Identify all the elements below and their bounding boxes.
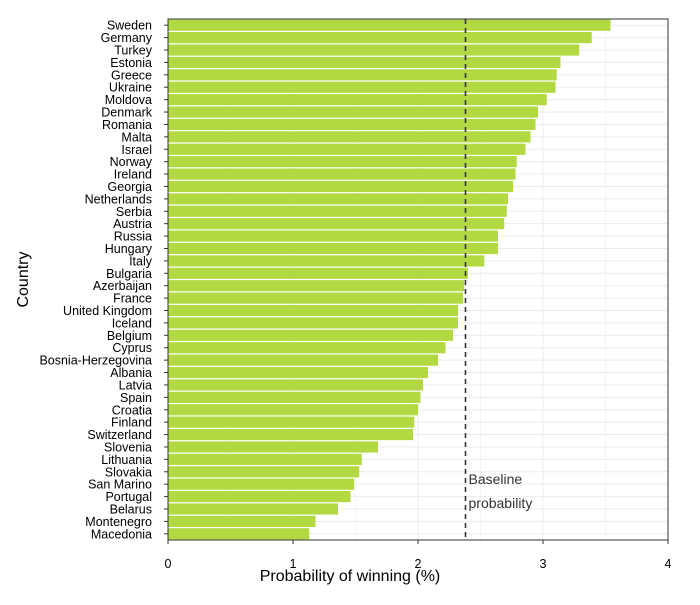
bar-finland: [168, 416, 415, 428]
y-tick-label: Switzerland: [87, 428, 152, 442]
bar-ukraine: [168, 81, 556, 93]
y-tick-label: Netherlands: [85, 192, 152, 206]
x-tick-label: 1: [290, 557, 297, 571]
x-tick-label: 3: [540, 557, 547, 571]
bar-georgia: [168, 180, 513, 193]
y-tick-label: Israel: [121, 143, 152, 157]
bar-norway: [168, 156, 517, 168]
bar-united-kingdom: [168, 304, 458, 317]
x-tick-label: 4: [665, 557, 672, 571]
y-tick-label: Croatia: [112, 403, 152, 417]
x-axis-title: Probability of winning (%): [260, 568, 441, 585]
y-tick-label: Turkey: [114, 44, 152, 58]
bar-malta: [168, 131, 531, 143]
bar-bulgaria: [168, 267, 468, 279]
y-tick-label: San Marino: [88, 478, 152, 492]
y-tick-label: Georgia: [108, 180, 153, 194]
y-tick-label: Ireland: [114, 168, 152, 182]
y-tick-label: Hungary: [105, 242, 153, 256]
bar-portugal: [168, 491, 351, 503]
bar-macedonia: [168, 528, 310, 540]
y-tick-label: Norway: [110, 155, 153, 169]
y-tick-label: Greece: [111, 68, 152, 82]
bar-belarus: [168, 503, 338, 515]
bar-russia: [168, 230, 498, 242]
y-tick-label: Slovakia: [105, 465, 152, 479]
y-tick-label: Sweden: [107, 19, 152, 33]
bar-san-marino: [168, 478, 355, 490]
y-tick-label: Denmark: [101, 106, 152, 120]
y-tick-label: Russia: [114, 230, 152, 244]
y-tick-label: Ukraine: [109, 81, 152, 95]
bar-spain: [168, 391, 421, 403]
bar-austria: [168, 218, 505, 230]
y-tick-label: Estonia: [110, 56, 152, 70]
y-tick-label: Italy: [129, 254, 153, 268]
y-tick-label: Iceland: [112, 316, 152, 330]
y-tick-label: Spain: [120, 391, 152, 405]
y-tick-label: Belarus: [110, 502, 152, 516]
y-tick-label: Montenegro: [85, 515, 152, 529]
y-tick-label: Germany: [101, 31, 153, 45]
y-tick-label: Finland: [111, 416, 152, 430]
bar-switzerland: [168, 428, 413, 441]
bar-italy: [168, 255, 485, 267]
bar-cyprus: [168, 342, 446, 354]
y-tick-label: Austria: [113, 217, 152, 231]
bar-slovenia: [168, 441, 378, 453]
y-tick-label: Portugal: [105, 490, 152, 504]
y-tick-label: Azerbaijan: [93, 279, 152, 293]
y-tick-label: Bulgaria: [106, 267, 152, 281]
y-tick-label: Slovenia: [104, 440, 152, 454]
y-tick-label: Cyprus: [112, 341, 152, 355]
bar-estonia: [168, 56, 561, 68]
y-tick-label: Macedonia: [91, 527, 152, 541]
y-tick-label: Albania: [110, 366, 152, 380]
baseline-label-line2: probability: [469, 495, 533, 511]
bar-sweden: [168, 19, 611, 31]
bar-turkey: [168, 44, 580, 56]
y-tick-label: Serbia: [116, 205, 152, 219]
bar-france: [168, 292, 463, 304]
bar-serbia: [168, 205, 507, 217]
y-tick-label: Latvia: [119, 378, 152, 392]
y-tick-label: France: [113, 292, 152, 306]
y-tick-label: Romania: [102, 118, 152, 132]
bar-azerbaijan: [168, 280, 465, 292]
x-tick-label: 0: [165, 557, 172, 571]
x-tick-label: 2: [415, 557, 422, 571]
bar-belgium: [168, 329, 453, 341]
bar-ireland: [168, 168, 516, 180]
y-tick-label: United Kingdom: [63, 304, 152, 318]
bar-montenegro: [168, 515, 316, 527]
bar-croatia: [168, 404, 418, 416]
bar-lithuania: [168, 453, 362, 465]
y-tick-label: Moldova: [105, 93, 152, 107]
y-tick-label: Malta: [121, 130, 152, 144]
bar-denmark: [168, 106, 538, 118]
y-axis-title: Country: [15, 251, 32, 307]
bar-israel: [168, 143, 526, 155]
bar-germany: [168, 32, 592, 44]
baseline-label-line1: Baseline: [469, 471, 523, 487]
bar-netherlands: [168, 193, 508, 205]
bar-moldova: [168, 94, 547, 106]
bar-greece: [168, 69, 557, 81]
bar-albania: [168, 366, 428, 379]
bar-bosnia-herzegovina: [168, 354, 438, 366]
y-tick-label: Lithuania: [101, 453, 152, 467]
bar-hungary: [168, 242, 498, 255]
bar-slovakia: [168, 466, 360, 478]
y-tick-label: Belgium: [107, 329, 152, 343]
bar-romania: [168, 118, 536, 131]
y-tick-label: Bosnia-Herzegovina: [39, 354, 152, 368]
bar-iceland: [168, 317, 458, 329]
bar-latvia: [168, 379, 423, 391]
